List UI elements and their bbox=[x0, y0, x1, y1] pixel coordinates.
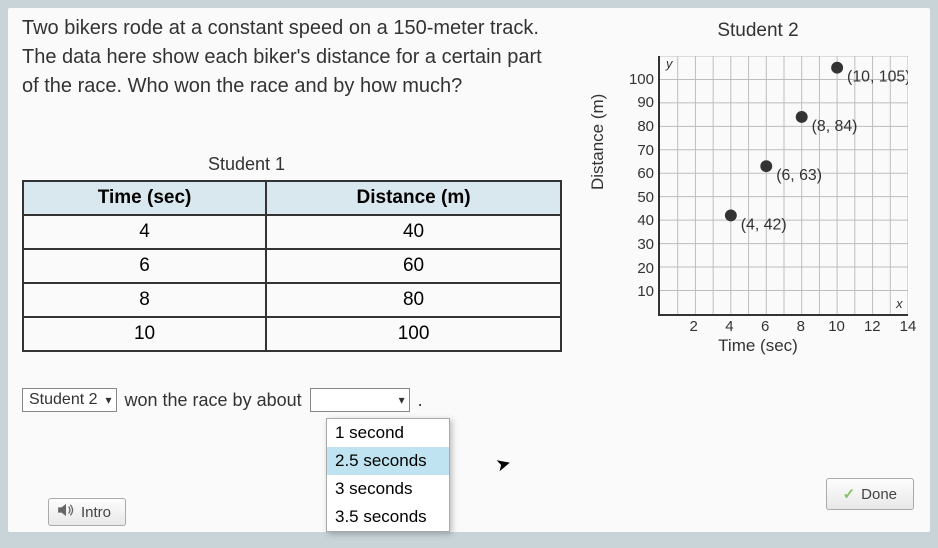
col-time-header: Time (sec) bbox=[23, 181, 266, 215]
ytick-label: 60 bbox=[618, 165, 654, 182]
xtick-label: 10 bbox=[827, 318, 847, 335]
xtick-label: 6 bbox=[755, 318, 775, 335]
amount-select[interactable] bbox=[310, 388, 410, 412]
cell-distance: 100 bbox=[266, 317, 561, 351]
intro-label: Intro bbox=[81, 504, 111, 521]
question-text: Two bikers rode at a constant speed on a… bbox=[22, 14, 562, 101]
dropdown-option[interactable]: 3.5 seconds bbox=[327, 503, 449, 531]
answer-mid-text: won the race by about bbox=[125, 388, 302, 411]
cell-distance: 60 bbox=[266, 249, 561, 283]
cell-time: 6 bbox=[23, 249, 266, 283]
table-row: 440 bbox=[23, 215, 561, 249]
dropdown-option[interactable]: 1 second bbox=[327, 419, 449, 447]
ytick-label: 40 bbox=[618, 212, 654, 229]
done-label: Done bbox=[861, 486, 897, 503]
svg-text:y: y bbox=[665, 56, 674, 71]
cell-time: 8 bbox=[23, 283, 266, 317]
ytick-label: 90 bbox=[618, 94, 654, 111]
ytick-label: 70 bbox=[618, 142, 654, 159]
chart-plot-area: y x (4, 42) (6, 63) (8, 84) (10, 105) bbox=[658, 56, 908, 316]
dropdown-option[interactable]: 2.5 seconds bbox=[327, 447, 449, 475]
ytick-label: 30 bbox=[618, 236, 654, 253]
dropdown-option[interactable]: 3 seconds bbox=[327, 475, 449, 503]
check-icon: ✓ bbox=[843, 485, 856, 503]
page-root: Two bikers rode at a constant speed on a… bbox=[8, 8, 930, 532]
chart-title: Student 2 bbox=[598, 20, 918, 42]
done-button[interactable]: ✓ Done bbox=[826, 478, 914, 510]
xtick-label: 2 bbox=[684, 318, 704, 335]
cell-distance: 80 bbox=[266, 283, 561, 317]
winner-select[interactable]: Student 2 bbox=[22, 388, 117, 412]
xtick-label: 4 bbox=[719, 318, 739, 335]
amount-dropdown[interactable]: 1 second 2.5 seconds 3 seconds 3.5 secon… bbox=[326, 418, 450, 532]
table-row: 880 bbox=[23, 283, 561, 317]
svg-text:(4, 42): (4, 42) bbox=[741, 216, 787, 233]
ytick-label: 20 bbox=[618, 260, 654, 277]
answer-row: Student 2 won the race by about . bbox=[22, 388, 423, 412]
svg-text:(6, 63): (6, 63) bbox=[776, 167, 822, 184]
table-row: 660 bbox=[23, 249, 561, 283]
cell-time: 10 bbox=[23, 317, 266, 351]
intro-button[interactable]: Intro bbox=[48, 498, 126, 526]
svg-text:(10, 105): (10, 105) bbox=[847, 69, 908, 86]
mouse-cursor-icon: ➤ bbox=[494, 452, 514, 476]
svg-text:(8, 84): (8, 84) bbox=[812, 118, 858, 135]
student2-chart: Student 2 Distance (m) Time (sec) yx(4, … bbox=[598, 20, 918, 350]
ytick-label: 100 bbox=[618, 71, 654, 88]
table-title: Student 1 bbox=[208, 154, 285, 175]
xtick-label: 12 bbox=[862, 318, 882, 335]
chart-xlabel: Time (sec) bbox=[598, 336, 918, 356]
chart-svg: y x (4, 42) (6, 63) (8, 84) (10, 105) bbox=[660, 56, 908, 314]
chart-ylabel: Distance (m) bbox=[588, 94, 608, 190]
speaker-icon bbox=[57, 503, 75, 521]
xtick-label: 14 bbox=[898, 318, 918, 335]
table-row: 10100 bbox=[23, 317, 561, 351]
cell-time: 4 bbox=[23, 215, 266, 249]
ytick-label: 80 bbox=[618, 118, 654, 135]
ytick-label: 50 bbox=[618, 189, 654, 206]
table-header-row: Time (sec) Distance (m) bbox=[23, 181, 561, 215]
answer-period: . bbox=[418, 388, 423, 411]
ytick-label: 10 bbox=[618, 283, 654, 300]
xtick-label: 8 bbox=[791, 318, 811, 335]
student1-table: Time (sec) Distance (m) 440 660 880 1010… bbox=[22, 180, 562, 352]
svg-text:x: x bbox=[895, 296, 903, 311]
cell-distance: 40 bbox=[266, 215, 561, 249]
col-distance-header: Distance (m) bbox=[266, 181, 561, 215]
